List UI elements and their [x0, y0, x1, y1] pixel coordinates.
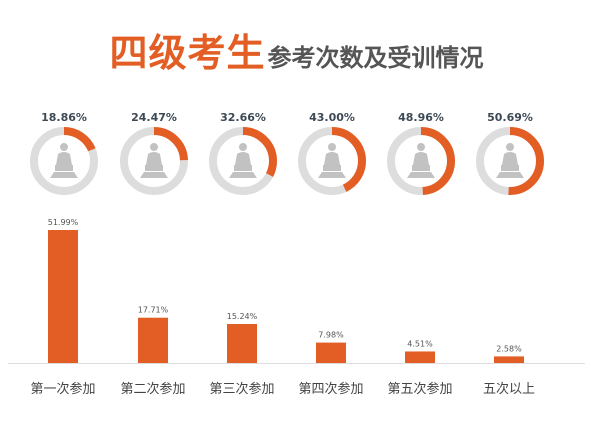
podium-top-icon — [234, 165, 252, 171]
presenter-head-icon — [506, 143, 514, 151]
podium-top-icon — [55, 165, 73, 171]
category-label: 第一次参加 — [30, 381, 95, 397]
presenter-head-icon — [417, 143, 425, 151]
ring-progress-arc — [120, 127, 188, 195]
presenter-podium-icon — [50, 143, 78, 178]
podium-top-icon — [323, 165, 341, 171]
presenter-podium-icon — [496, 143, 524, 178]
bar — [48, 230, 78, 363]
title-main: 四级考生 — [109, 31, 266, 75]
bar-value-label: 15.24% — [227, 312, 258, 321]
ring-group: 50.69% — [476, 111, 544, 195]
bar-value-label: 4.51% — [407, 339, 433, 348]
bar-value-label: 7.98% — [318, 331, 344, 340]
ring-progress-arc — [476, 127, 544, 195]
presenter-head-icon — [328, 143, 336, 151]
presenter-body-icon — [56, 152, 72, 165]
chart-title: 四级考生参考次数及受训情况 — [0, 22, 593, 77]
presenter-body-icon — [502, 152, 518, 165]
podium-top-icon — [501, 165, 519, 171]
ring-percent-label: 50.69% — [487, 111, 533, 124]
category-label: 第二次参加 — [120, 381, 185, 397]
ring-group: 24.47% — [120, 111, 188, 195]
ring-progress-arc — [298, 127, 366, 195]
title-subtitle: 参考次数及受训情况 — [267, 44, 484, 72]
ring-group: 43.00% — [298, 111, 366, 195]
podium-base-icon — [407, 172, 435, 178]
ring-progress-arc — [30, 127, 98, 195]
presenter-head-icon — [150, 143, 158, 151]
bar-value-label: 17.71% — [138, 306, 169, 315]
bar — [494, 356, 524, 363]
ring-progress-arc — [209, 127, 277, 195]
presenter-podium-icon — [318, 143, 346, 178]
presenter-head-icon — [60, 143, 68, 151]
bar-value-label: 2.58% — [496, 344, 522, 353]
presenter-podium-icon — [407, 143, 435, 178]
category-label: 第三次参加 — [209, 381, 274, 397]
presenter-body-icon — [235, 152, 251, 165]
ring-percent-label: 24.47% — [131, 111, 177, 124]
presenter-podium-icon — [229, 143, 257, 178]
ring-percent-label: 48.96% — [398, 111, 444, 124]
category-label: 第四次参加 — [298, 381, 363, 397]
ring-percent-label: 32.66% — [220, 111, 266, 124]
podium-base-icon — [318, 172, 346, 178]
ring-progress-arc — [387, 127, 455, 195]
podium-base-icon — [50, 172, 78, 178]
presenter-body-icon — [146, 152, 162, 165]
presenter-head-icon — [239, 143, 247, 151]
ring-percent-label: 43.00% — [309, 111, 355, 124]
bar — [405, 351, 435, 363]
podium-top-icon — [145, 165, 163, 171]
bar — [138, 317, 168, 363]
podium-base-icon — [496, 172, 524, 178]
bar — [227, 324, 257, 363]
presenter-body-icon — [413, 152, 429, 165]
ring-percent-label: 18.86% — [41, 111, 87, 124]
podium-base-icon — [229, 172, 257, 178]
podium-top-icon — [412, 165, 430, 171]
bar-value-label: 51.99% — [48, 218, 79, 227]
podium-base-icon — [140, 172, 168, 178]
category-label: 五次以上 — [483, 381, 535, 397]
presenter-body-icon — [324, 152, 340, 165]
presenter-podium-icon — [140, 143, 168, 178]
ring-group: 48.96% — [387, 111, 455, 195]
ring-group: 18.86% — [30, 111, 98, 195]
bar — [316, 342, 346, 363]
category-label: 第五次参加 — [387, 381, 452, 397]
ring-group: 32.66% — [209, 111, 277, 195]
